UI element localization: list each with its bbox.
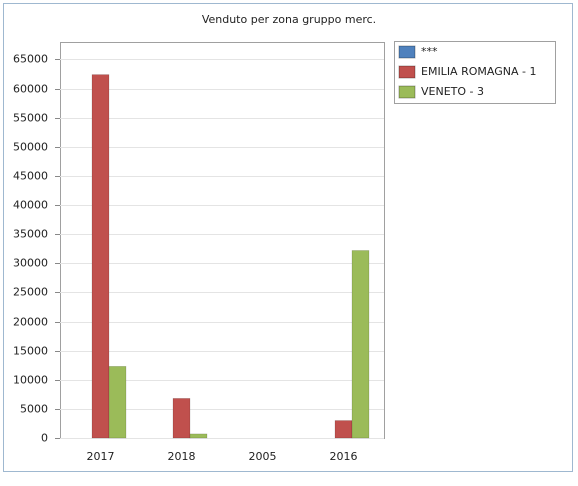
x-tick-label: 2018	[168, 450, 196, 463]
bar	[351, 250, 370, 439]
y-tick-label: 65000	[13, 53, 48, 66]
bar	[334, 420, 353, 439]
bar	[108, 366, 127, 439]
y-tick-label: 55000	[13, 112, 48, 125]
y-tick-label: 5000	[20, 403, 48, 416]
legend-label: VENETO - 3	[421, 85, 484, 98]
x-tick-label: 2005	[249, 450, 277, 463]
y-tick-label: 10000	[13, 374, 48, 387]
legend-label: EMILIA ROMAGNA - 1	[421, 65, 536, 78]
legend-swatch	[398, 65, 416, 79]
legend-swatch	[398, 85, 416, 99]
bar	[91, 74, 110, 439]
y-tick-label: 60000	[13, 83, 48, 96]
x-tick-label: 2017	[87, 450, 115, 463]
x-tick-label: 2016	[330, 450, 358, 463]
bar	[172, 398, 191, 439]
y-tick-label: 30000	[13, 257, 48, 270]
y-tick-label: 40000	[13, 199, 48, 212]
y-tick-label: 45000	[13, 170, 48, 183]
y-tick-label: 50000	[13, 141, 48, 154]
chart-title: Venduto per zona gruppo merc.	[202, 13, 376, 26]
y-tick-label: 0	[41, 432, 48, 445]
legend	[394, 41, 556, 104]
y-tick-label: 15000	[13, 345, 48, 358]
y-tick-label: 35000	[13, 228, 48, 241]
bar	[189, 433, 208, 439]
legend-swatch	[398, 45, 416, 59]
y-tick-label: 25000	[13, 286, 48, 299]
y-tick-label: 20000	[13, 316, 48, 329]
legend-label: ***	[421, 45, 438, 58]
